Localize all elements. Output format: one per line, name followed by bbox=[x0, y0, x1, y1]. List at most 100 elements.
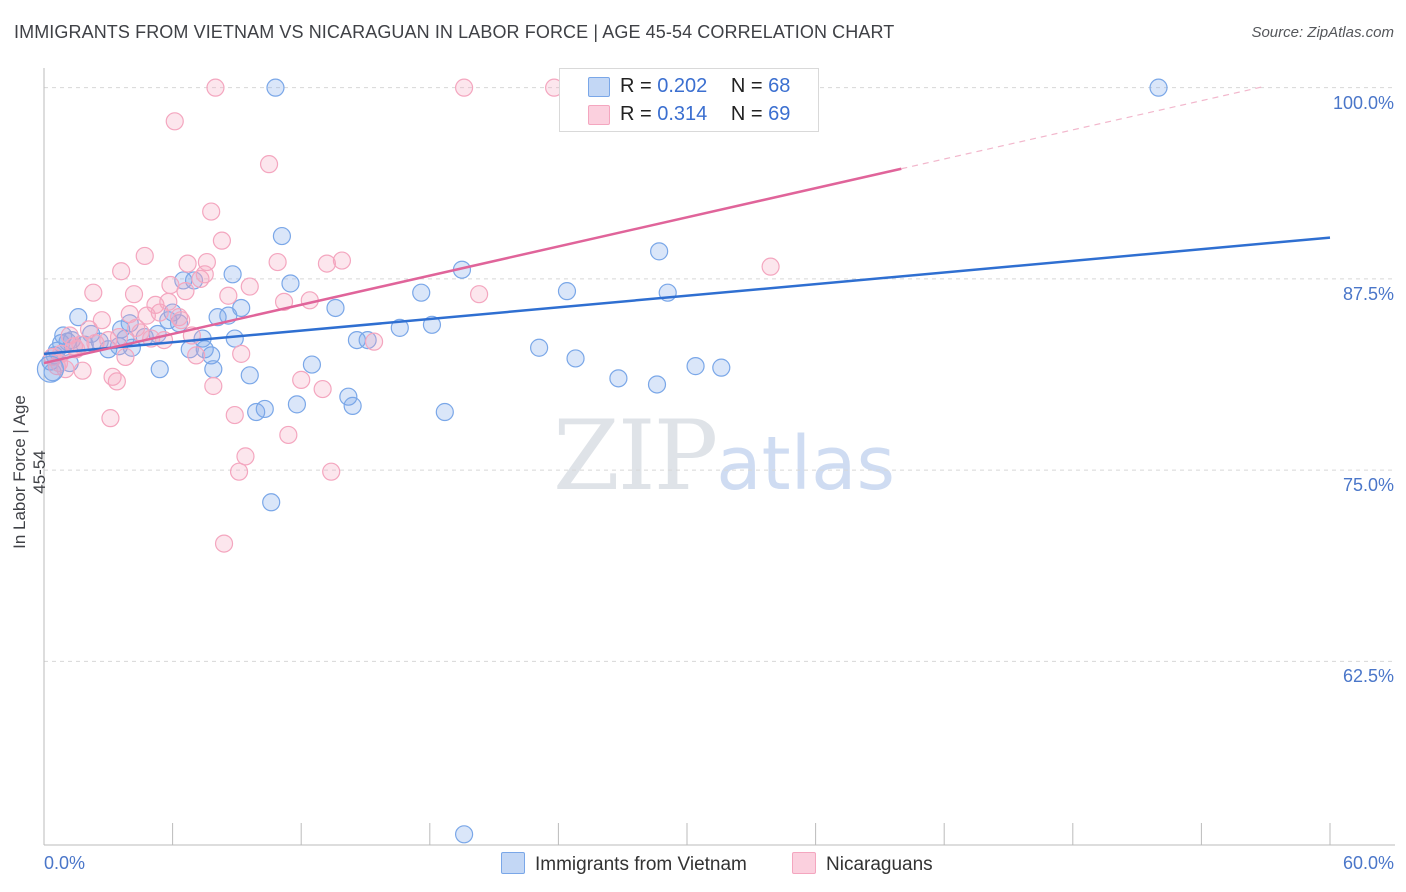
nicaraguan-point bbox=[469, 285, 489, 304]
legend-label: Nicaraguans bbox=[826, 854, 933, 875]
vietnam-point bbox=[650, 242, 669, 261]
legend-item-nicaraguans[interactable]: Nicaraguans bbox=[792, 852, 933, 876]
n-label: N = bbox=[730, 103, 763, 125]
vietnam-point bbox=[454, 825, 474, 844]
nicaraguan-point bbox=[116, 347, 135, 367]
n-label: N = bbox=[730, 75, 763, 97]
y-tick-label: 87.5% bbox=[1342, 283, 1394, 304]
nicaraguan-point bbox=[214, 534, 234, 553]
legend-item-vietnam[interactable]: Immigrants from Vietnam bbox=[501, 852, 747, 876]
vietnam-point bbox=[557, 282, 577, 301]
vietnam-point bbox=[281, 274, 300, 293]
vietnam-point bbox=[422, 315, 442, 334]
nicaraguan-point bbox=[124, 285, 144, 304]
nicaraguan-point bbox=[127, 318, 146, 337]
nicaraguan-point bbox=[322, 462, 341, 481]
nicaraguan-point bbox=[165, 112, 184, 131]
nicaraguan-point bbox=[317, 254, 337, 273]
x-tick-label-min: 0.0% bbox=[44, 853, 86, 873]
nicaraguan-point bbox=[225, 405, 244, 425]
vietnam-point bbox=[262, 493, 281, 512]
nicaraguan-point bbox=[212, 231, 231, 250]
stats-legend: R = 0.202 N = 68 R = 0.314 N = 69 bbox=[559, 68, 819, 132]
legend-row-nicaraguans: R = 0.314 N = 69 bbox=[620, 103, 790, 126]
nicaraguan-point bbox=[268, 252, 287, 272]
nicaraguan-point bbox=[109, 327, 129, 347]
nicaraguan-point bbox=[364, 332, 384, 351]
nicaraguan-point bbox=[202, 202, 221, 221]
legend-swatch bbox=[501, 852, 525, 874]
nicaraguan-trend-extension bbox=[901, 85, 1266, 170]
vietnam-point bbox=[232, 298, 251, 318]
nicaraguan-point bbox=[454, 78, 474, 97]
vietnam-point bbox=[712, 358, 731, 377]
r-label: R = bbox=[620, 103, 652, 125]
nicaraguan-point bbox=[240, 277, 259, 296]
vietnam-point bbox=[609, 369, 628, 388]
vietnam-point bbox=[343, 396, 362, 415]
nicaraguan-point bbox=[332, 251, 352, 270]
r-value: 0.202 bbox=[657, 75, 708, 97]
nicaraguan-point bbox=[73, 361, 92, 380]
nicaraguan-point bbox=[92, 311, 111, 330]
vietnam-point bbox=[204, 360, 223, 379]
r-value: 0.314 bbox=[657, 103, 708, 125]
vietnam-point bbox=[412, 283, 431, 302]
y-tick-label: 62.5% bbox=[1342, 666, 1394, 687]
vietnam-point bbox=[272, 226, 292, 246]
vietnam-point bbox=[202, 346, 221, 365]
nicaraguan-point bbox=[279, 425, 298, 445]
vietnam-point bbox=[358, 331, 377, 350]
nicaraguan-point bbox=[274, 292, 294, 311]
vietnam-point bbox=[1149, 78, 1168, 97]
nicaraguan-point bbox=[206, 78, 225, 97]
vietnam-point bbox=[223, 265, 242, 284]
n-value: 69 bbox=[768, 103, 791, 125]
nicaraguan-point bbox=[761, 257, 780, 276]
nicaraguan-point bbox=[169, 308, 189, 327]
vietnam-trend-line bbox=[43, 236, 1331, 356]
vietnam-point bbox=[686, 357, 705, 376]
vietnam-point bbox=[240, 366, 259, 385]
x-tick-label-max: 60.0% bbox=[1342, 853, 1394, 873]
y-axis-label: In Labor Force | Age 45-54 bbox=[10, 395, 49, 549]
nicaraguan-point bbox=[112, 262, 131, 281]
vietnam-point bbox=[287, 395, 307, 414]
vietnam-point bbox=[390, 318, 409, 337]
nicaraguan-point bbox=[84, 283, 103, 302]
vietnam-point bbox=[150, 360, 169, 379]
nicaraguan-point bbox=[178, 254, 197, 273]
nicaraguan-point bbox=[232, 344, 251, 363]
nicaraguan-point bbox=[204, 376, 223, 396]
nicaraguan-point bbox=[236, 447, 255, 466]
vietnam-point bbox=[302, 355, 322, 374]
nicaraguan-point bbox=[197, 252, 216, 272]
legend-swatch bbox=[792, 852, 816, 874]
vietnam-point bbox=[326, 298, 345, 318]
nicaraguan-point bbox=[313, 379, 332, 399]
n-value: 68 bbox=[768, 75, 791, 97]
nicaraguan-trend-line bbox=[43, 167, 902, 365]
nicaraguan-point bbox=[135, 246, 154, 266]
nicaraguan-point bbox=[292, 370, 311, 389]
nicaraguan-point bbox=[172, 311, 191, 330]
vietnam-point bbox=[566, 349, 585, 368]
vietnam-point bbox=[647, 375, 667, 394]
vietnam-point bbox=[435, 402, 454, 422]
vietnam-point bbox=[225, 329, 244, 348]
nicaraguan-point bbox=[107, 372, 126, 391]
vietnam-point bbox=[266, 78, 285, 97]
watermark-zip: ZIP bbox=[553, 400, 718, 512]
watermark: ZIPatlas bbox=[553, 400, 895, 512]
source-attribution: Source: ZipAtlas.com bbox=[1251, 24, 1394, 41]
legend-swatch-nicaraguans bbox=[588, 105, 610, 125]
vietnam-point bbox=[255, 399, 274, 419]
y-tick-label: 75.0% bbox=[1342, 475, 1394, 496]
nicaraguan-point bbox=[159, 292, 178, 311]
nicaraguan-point bbox=[259, 155, 279, 174]
y-tick-label: 100.0% bbox=[1332, 92, 1394, 113]
vietnam-point bbox=[69, 308, 88, 327]
legend-label: Immigrants from Vietnam bbox=[535, 854, 747, 875]
vietnam-point bbox=[339, 387, 358, 406]
